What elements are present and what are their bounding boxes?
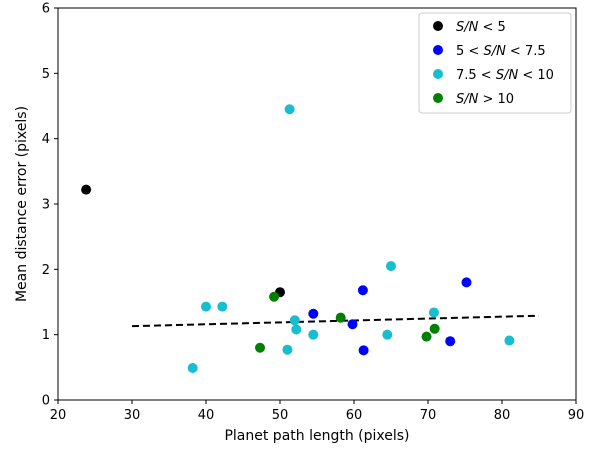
legend-entry-label: 7.5 < S/N < 10 bbox=[456, 68, 554, 83]
y-tick-label: 0 bbox=[42, 394, 50, 409]
data-point bbox=[429, 323, 440, 334]
y-tick-label: 5 bbox=[42, 67, 50, 82]
legend-label-variable: S/N bbox=[456, 20, 479, 35]
data-point bbox=[217, 301, 228, 312]
legend-marker bbox=[433, 45, 443, 55]
y-tick-label: 1 bbox=[42, 328, 50, 343]
y-tick-label: 6 bbox=[42, 2, 50, 17]
y-tick-label: 2 bbox=[42, 263, 50, 278]
x-tick-label: 20 bbox=[50, 408, 67, 423]
x-axis-label: Planet path length (pixels) bbox=[224, 428, 409, 444]
legend-label-variable: S/N bbox=[483, 44, 506, 59]
data-point bbox=[255, 342, 266, 353]
x-tick-label: 60 bbox=[346, 408, 363, 423]
x-tick-label: 70 bbox=[420, 408, 437, 423]
legend-label-prefix: 7.5 < bbox=[456, 68, 496, 83]
legend-entry-label: S/N < 5 bbox=[456, 20, 506, 35]
data-point bbox=[269, 291, 280, 302]
y-axis-label: Mean distance error (pixels) bbox=[14, 106, 30, 302]
fit-line bbox=[131, 314, 540, 328]
data-point bbox=[308, 308, 319, 319]
data-point bbox=[291, 324, 302, 335]
x-tick-label: 40 bbox=[198, 408, 215, 423]
legend-label-suffix: < 10 bbox=[518, 68, 554, 83]
data-point bbox=[282, 344, 293, 355]
legend-entry-label: S/N > 10 bbox=[456, 92, 514, 107]
data-point bbox=[201, 301, 211, 312]
legend-marker bbox=[433, 93, 443, 103]
axis-ticks: 20 30 40 50 60 70 80 90 0 1 2 3 4 5 6 bbox=[42, 2, 585, 424]
data-point bbox=[357, 285, 368, 296]
data-point bbox=[382, 329, 393, 340]
data-point bbox=[386, 261, 396, 272]
legend-label-prefix: 5 < bbox=[456, 44, 483, 59]
data-point bbox=[461, 277, 472, 288]
x-tick-label: 50 bbox=[272, 408, 289, 423]
x-tick-label: 30 bbox=[124, 408, 141, 423]
legend-entry-label: 5 < S/N < 7.5 bbox=[456, 44, 546, 59]
y-tick-label: 3 bbox=[42, 198, 50, 213]
data-point bbox=[428, 307, 439, 318]
legend-marker bbox=[433, 21, 443, 31]
x-tick-label: 80 bbox=[494, 408, 511, 423]
data-point bbox=[284, 104, 295, 115]
data-point bbox=[358, 345, 369, 356]
legend-label-suffix: > 10 bbox=[478, 92, 514, 107]
x-tick-label: 90 bbox=[568, 408, 585, 423]
legend-label-suffix: < 5 bbox=[478, 20, 505, 35]
series-1 bbox=[308, 277, 472, 356]
y-tick-label: 4 bbox=[42, 132, 50, 147]
series-3 bbox=[255, 291, 440, 353]
legend: S/N < 55 < S/N < 7.57.5 < S/N < 10S/N > … bbox=[418, 12, 572, 114]
data-point bbox=[308, 329, 319, 340]
data-point bbox=[289, 315, 300, 326]
data-point bbox=[81, 184, 92, 195]
data-point bbox=[504, 335, 515, 346]
data-point bbox=[421, 331, 432, 342]
legend-frame bbox=[418, 12, 572, 114]
legend-label-suffix: < 7.5 bbox=[506, 44, 546, 59]
data-points bbox=[81, 104, 515, 373]
data-point bbox=[187, 362, 198, 373]
data-point bbox=[445, 336, 456, 347]
trend-line-group bbox=[131, 314, 540, 328]
legend-label-variable: S/N bbox=[496, 68, 519, 83]
series-2 bbox=[187, 104, 515, 373]
data-point bbox=[335, 312, 346, 323]
legend-marker bbox=[433, 69, 443, 79]
data-point bbox=[347, 319, 358, 330]
legend-label-variable: S/N bbox=[456, 92, 479, 107]
